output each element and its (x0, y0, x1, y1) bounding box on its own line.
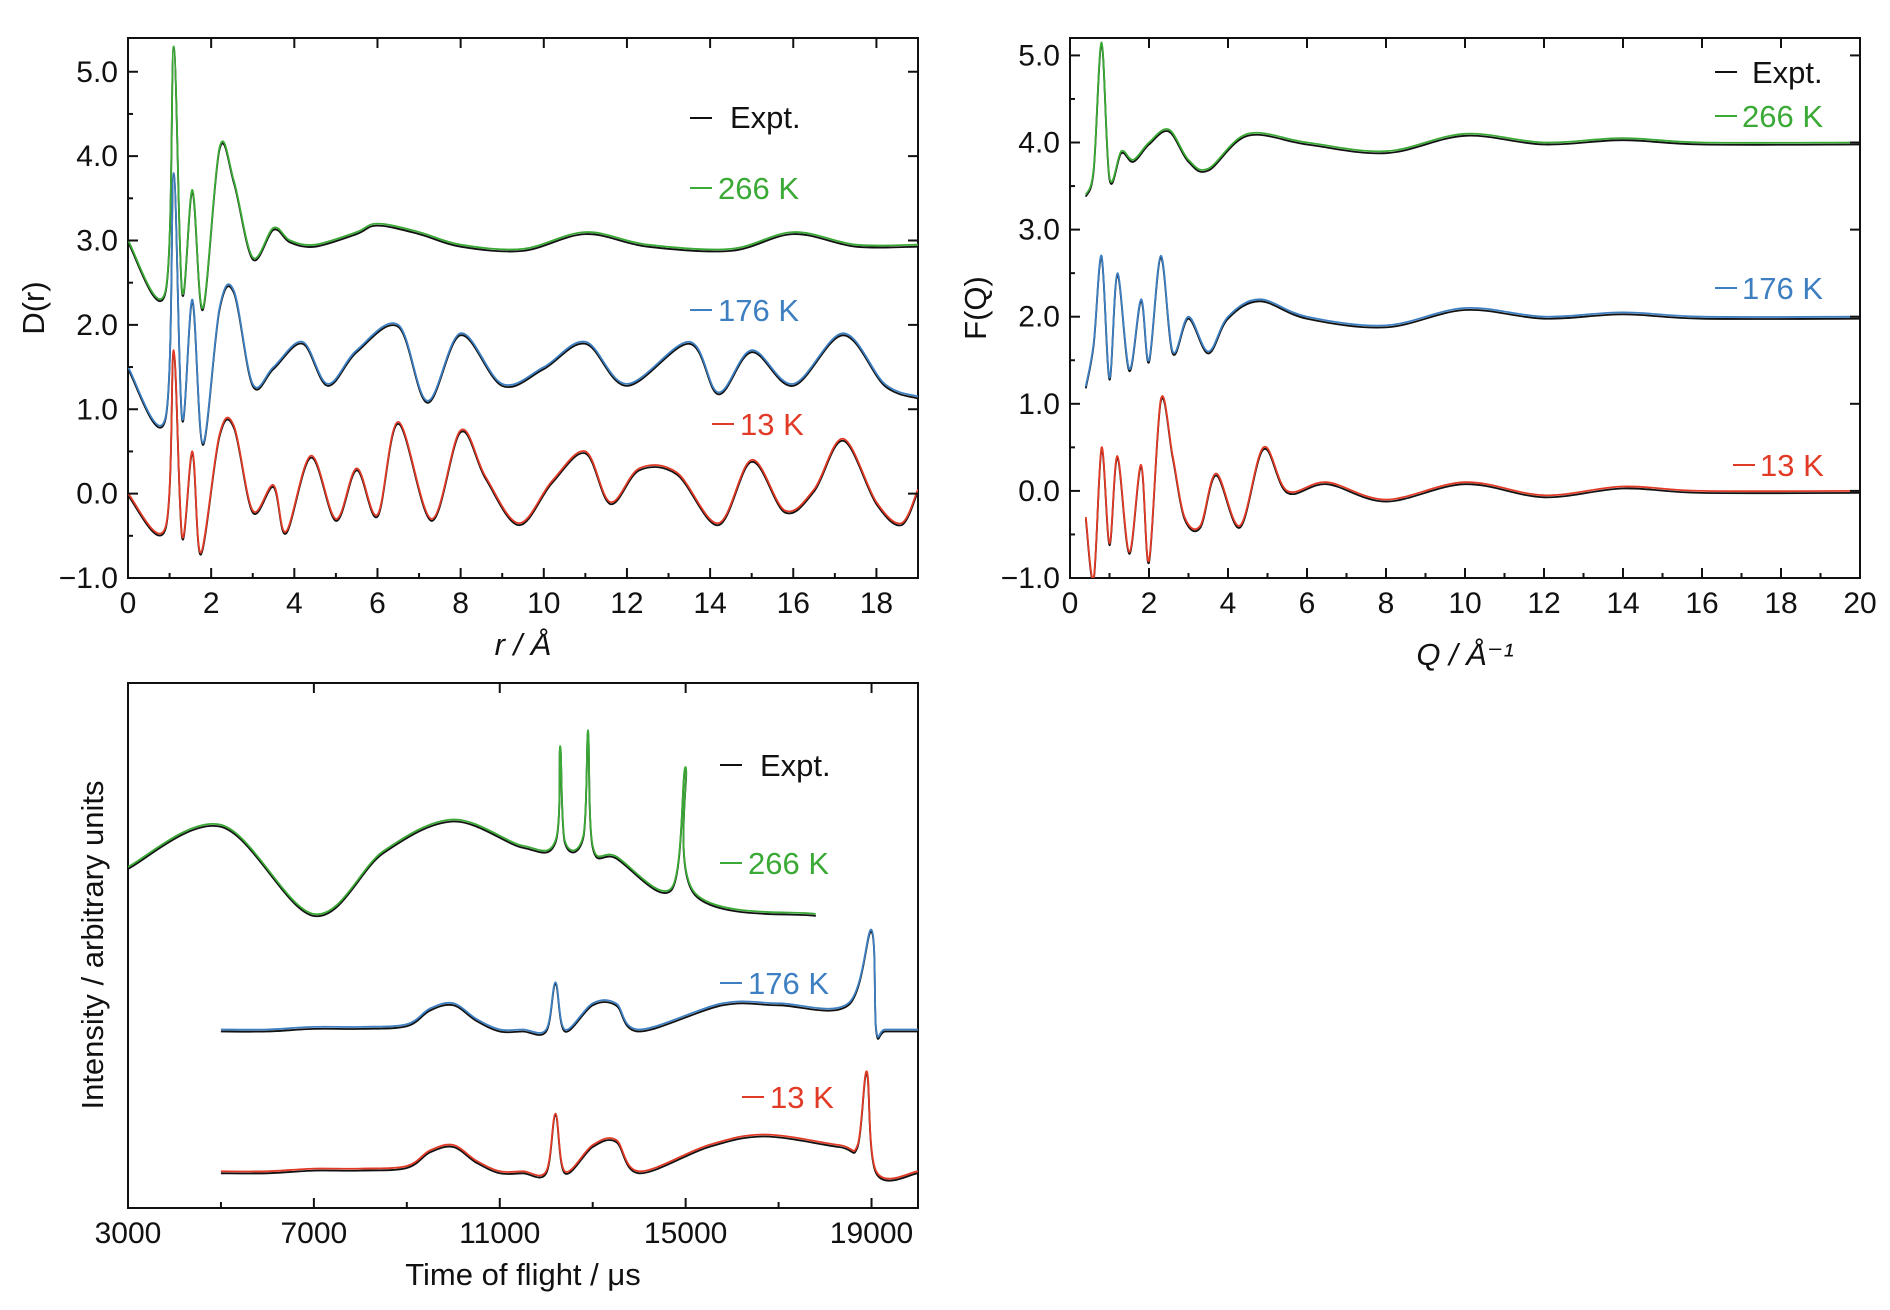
dr-x-tick-label: 4 (286, 587, 303, 620)
fq-y-tick-label: −1.0 (1001, 562, 1060, 595)
dr-y-tick-label: 1.0 (76, 393, 118, 426)
fq-x-tick-label: 16 (1685, 587, 1718, 620)
dr-y-axis-label: D(r) (16, 281, 51, 334)
dr-expt-curve-176K (128, 174, 918, 446)
dr-y-tick-label: 2.0 (76, 309, 118, 342)
dr-x-tick-label: 14 (693, 587, 726, 620)
tof-legend-expt-label: Expt. (760, 748, 831, 783)
dr-legend-expt-label: Expt. (730, 100, 801, 135)
fq-x-tick-label: 2 (1141, 587, 1158, 620)
tof-curve-266K (128, 729, 816, 915)
tof-x-tick-label: 3000 (95, 1217, 162, 1250)
fq-y-tick-label: 0.0 (1018, 475, 1060, 508)
tof-x-tick-label: 7000 (281, 1217, 348, 1250)
tof-legend-176-label: 176 K (748, 966, 829, 1001)
tof-curve-176K (220, 928, 918, 1038)
fq-x-tick-label: 14 (1606, 587, 1639, 620)
panel-fq: 0 2 4 6 8 10 12 14 16 18 20−1.00.01.02.03.04.05.0 … (958, 37, 1877, 672)
dr-y-tick-label: 0.0 (76, 478, 118, 511)
dr-curve-13K (128, 349, 918, 554)
fq-y-tick-label: 2.0 (1018, 301, 1060, 334)
fq-x-tick-label: 20 (1843, 587, 1876, 620)
fq-x-tick-label: 8 (1378, 587, 1395, 620)
tof-x-tick-label: 11000 (459, 1217, 540, 1250)
dr-curve-266K (128, 45, 918, 309)
fq-y-axis-label: F(Q) (958, 276, 993, 340)
tof-curves (128, 729, 918, 1182)
fq-legend-13-label: 13 K (1760, 448, 1824, 483)
dr-x-tick-label: 12 (610, 587, 643, 620)
tof-curve-13K (220, 1070, 918, 1180)
fq-x-tick-label: 4 (1220, 587, 1237, 620)
fq-x-tick-label: 6 (1299, 587, 1316, 620)
tof-legend: Expt. 266 K 176 K 13 K (720, 748, 834, 1115)
dr-plot-frame (127, 37, 919, 579)
dr-legend-266-label: 266 K (718, 171, 799, 206)
fq-curve-266K (1084, 41, 1860, 196)
tof-ticks: 3000 7000 11000 15000 19000 (95, 683, 913, 1250)
tof-x-tick-label: 19000 (830, 1217, 913, 1250)
dr-legend-176-label: 176 K (718, 293, 799, 328)
panel-tof: 3000 7000 11000 15000 19000 Time of flight /… (75, 682, 919, 1292)
fq-x-tick-label: 12 (1527, 587, 1560, 620)
dr-x-tick-label: 8 (452, 587, 469, 620)
dr-x-tick-label: 16 (777, 587, 810, 620)
fq-ticks: 0 2 4 6 8 10 12 14 16 18 20 −1.0 0.0 1.0 2.0 3.0 4.0 5.0 (1001, 38, 1877, 620)
fq-legend: Expt. 266 K 176 K 13 K (1715, 55, 1824, 483)
fq-y-tick-label: 1.0 (1018, 388, 1060, 421)
dr-legend-13-label: 13 K (740, 407, 804, 442)
dr-curves (128, 45, 918, 556)
fq-curve-13K (1084, 395, 1860, 578)
tof-legend-13-label: 13 K (770, 1080, 834, 1115)
dr-ticks: 0 2 4 6 8 10 12 14 16 18 −1.0 0.0 1.0 2.0 3.0 4.0 5.0 (59, 38, 918, 620)
dr-legend: Expt. 266 K 176 K 13 K (690, 100, 804, 442)
fq-x-axis-label: Q / Å⁻¹ (1416, 637, 1513, 672)
tof-legend-266-label: 266 K (748, 846, 829, 881)
fq-y-tick-label: 3.0 (1018, 214, 1060, 247)
fq-curve-176K (1084, 254, 1860, 387)
tof-x-axis-label: Time of flight / μs (405, 1257, 641, 1292)
dr-x-tick-label: 10 (527, 587, 560, 620)
dr-x-tick-label: 6 (369, 587, 386, 620)
dr-x-tick-label: 18 (860, 587, 893, 620)
tof-expt-curve-266K (128, 731, 816, 917)
fq-x-tick-label: 18 (1764, 587, 1797, 620)
fq-legend-expt-label: Expt. (1752, 55, 1823, 90)
fq-curves (1084, 41, 1860, 578)
fq-legend-266-label: 266 K (1742, 99, 1823, 134)
fq-x-tick-label: 10 (1448, 587, 1481, 620)
fq-y-tick-label: 5.0 (1018, 39, 1060, 72)
tof-x-tick-label: 15000 (644, 1217, 727, 1250)
dr-curve-176K (128, 172, 918, 444)
dr-y-tick-label: 5.0 (76, 56, 118, 89)
dr-y-tick-label: 3.0 (76, 225, 118, 258)
fq-x-tick-label: 0 (1062, 587, 1079, 620)
tof-plot-frame (127, 682, 919, 1209)
dr-x-axis-label: r / Å (495, 627, 552, 662)
fq-legend-176-label: 176 K (1742, 271, 1823, 306)
dr-y-tick-label: −1.0 (59, 562, 118, 595)
tof-y-axis-label: Intensity / arbitrary units (75, 780, 110, 1109)
dr-x-tick-label: 0 (120, 587, 137, 620)
dr-y-tick-label: 4.0 (76, 140, 118, 173)
dr-x-tick-label: 2 (203, 587, 220, 620)
fq-y-tick-label: 4.0 (1018, 127, 1060, 160)
dr-expt-curve-266K (128, 47, 918, 311)
panel-dr: 0 2 4 6 8 10 12 14 16 18 −1.0 0.0 1.0 2.0 3.0 4.0 5.0 r … (16, 37, 919, 662)
fq-expt-curve-13K (1084, 397, 1860, 578)
